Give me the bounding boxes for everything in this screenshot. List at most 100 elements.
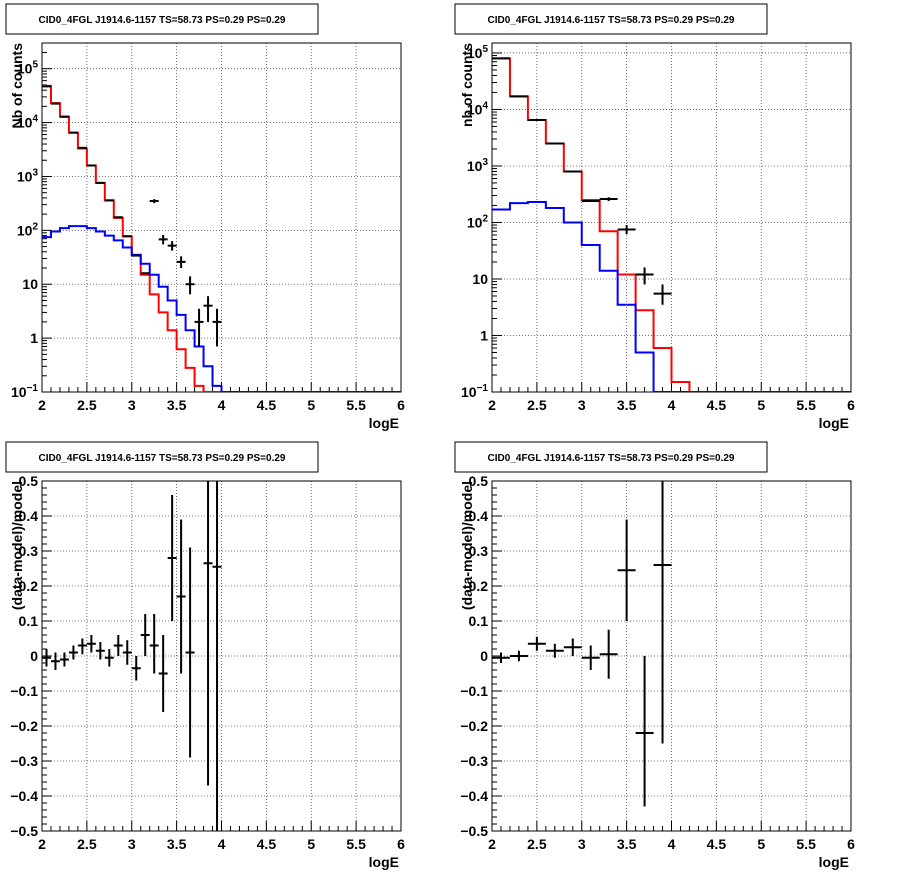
x-axis: 2 2.5 3 3.5 4 4.5 5 5.5 6 xyxy=(38,821,405,852)
histogram-series-2 xyxy=(42,225,401,392)
x-tick-label: 4.5 xyxy=(707,836,727,852)
data-point xyxy=(581,645,600,670)
data-point xyxy=(86,635,96,653)
x-tick-label: 2 xyxy=(488,836,496,852)
x-axis: 2 2.5 3 3.5 4 4.5 5 5.5 6 xyxy=(488,821,855,852)
histogram-series-1 xyxy=(42,84,401,392)
data-point xyxy=(635,656,654,807)
y-axis-label: Nb of counts xyxy=(9,43,25,129)
data-point xyxy=(599,629,618,679)
y-tick-label: 103 xyxy=(467,157,489,174)
grid-lines xyxy=(41,480,402,832)
data-point xyxy=(104,649,114,667)
x-tick-label: 2.5 xyxy=(527,397,547,413)
x-tick-label: 6 xyxy=(397,836,405,852)
x-tick-label: 5 xyxy=(757,836,765,852)
y-tick-label: 10−1 xyxy=(11,383,38,400)
data-point xyxy=(635,267,654,285)
y-tick-label: 102 xyxy=(17,221,39,238)
y-tick-label: −0.3 xyxy=(460,753,488,769)
x-tick-label: 3.5 xyxy=(617,836,637,852)
grid-lines xyxy=(491,43,852,393)
data-point xyxy=(176,519,186,674)
data-point xyxy=(653,284,672,305)
y-tick-label: 105 xyxy=(467,44,489,61)
x-tick-label: 6 xyxy=(847,836,855,852)
data-point xyxy=(50,652,60,670)
y-axis: −0.5 −0.4 −0.3 −0.2 −0.1 0 0.1 0.2 0.3 0.4 0.5 xyxy=(460,473,502,839)
data-point xyxy=(212,308,222,347)
data-point xyxy=(563,638,582,656)
data-point xyxy=(140,614,150,656)
data-point xyxy=(545,643,564,658)
y-tick-label: −0.3 xyxy=(10,753,38,769)
title-box xyxy=(5,3,319,35)
y-axis-label: (data-model)/model xyxy=(459,481,475,610)
y-tick-label: 0.5 xyxy=(469,473,489,489)
x-axis-label: logE xyxy=(819,415,849,431)
x-tick-label: 3.5 xyxy=(167,397,187,413)
x-tick-label: 3 xyxy=(128,836,136,852)
data-point xyxy=(122,640,132,665)
x-tick-label: 5.5 xyxy=(796,397,816,413)
data-point xyxy=(95,642,105,660)
data-point xyxy=(176,256,186,269)
grid-lines xyxy=(41,43,402,393)
x-tick-label: 6 xyxy=(397,397,405,413)
data-point xyxy=(185,276,195,295)
y-axis: 10−1 1 10 102 103 104 105 xyxy=(11,42,52,400)
data-point xyxy=(42,649,51,667)
title-box xyxy=(5,441,319,473)
x-tick-label: 6 xyxy=(847,397,855,413)
y-tick-label: −0.2 xyxy=(460,718,488,734)
y-tick-label: 0.1 xyxy=(469,613,489,629)
y-tick-label: 104 xyxy=(17,114,39,131)
data-point xyxy=(149,199,159,204)
y-tick-label: 10 xyxy=(22,276,38,292)
y-tick-label: 0.1 xyxy=(19,613,39,629)
x-tick-label: 2.5 xyxy=(77,397,97,413)
chart-panel-2: CID0_4FGL J1914.6-1157 TS=58.73 PS=0.29 … xyxy=(454,3,855,431)
data-point xyxy=(167,495,177,621)
data-point xyxy=(59,652,69,667)
data-point xyxy=(158,635,168,712)
y-tick-label: 105 xyxy=(17,60,39,77)
x-tick-label: 5.5 xyxy=(346,836,366,852)
y-tick-label: 0.3 xyxy=(19,543,39,559)
y-tick-label: 103 xyxy=(17,167,39,184)
x-tick-label: 4 xyxy=(218,397,226,413)
x-tick-label: 4.5 xyxy=(707,397,727,413)
x-tick-label: 5 xyxy=(307,836,315,852)
x-tick-label: 4 xyxy=(218,836,226,852)
plot-area xyxy=(42,84,401,392)
y-axis: −0.5 −0.4 −0.3 −0.2 −0.1 0 0.1 0.2 0.3 0.4 0.5 xyxy=(10,473,52,839)
y-tick-label: −0.2 xyxy=(10,718,38,734)
data-point xyxy=(212,481,222,831)
x-axis-label: logE xyxy=(369,854,399,870)
data-point xyxy=(617,519,636,621)
y-tick-label: −0.5 xyxy=(10,823,38,839)
data-point xyxy=(653,481,672,744)
x-tick-label: 4 xyxy=(668,397,676,413)
x-axis-label: logE xyxy=(369,415,399,431)
x-axis-label: logE xyxy=(819,854,849,870)
x-tick-label: 2 xyxy=(488,397,496,413)
data-point xyxy=(158,234,168,245)
x-tick-label: 5 xyxy=(757,397,765,413)
y-tick-label: 0.4 xyxy=(469,508,489,524)
data-points xyxy=(492,481,672,807)
y-tick-label: 0.3 xyxy=(469,543,489,559)
chart-title: CID0_4FGL J1914.6-1157 TS=58.73 PS=0.29 … xyxy=(488,15,735,26)
y-tick-label: 0.4 xyxy=(19,508,39,524)
y-axis-label: (data-model)/model xyxy=(9,481,25,610)
y-tick-label: −0.4 xyxy=(460,788,488,804)
x-tick-label: 4.5 xyxy=(257,397,277,413)
histogram-series-1 xyxy=(492,57,851,392)
data-point xyxy=(194,308,204,347)
chart-title: CID0_4FGL J1914.6-1157 TS=58.73 PS=0.29 … xyxy=(39,453,286,464)
x-tick-label: 2 xyxy=(38,836,46,852)
data-point xyxy=(185,547,195,758)
y-tick-label: 1 xyxy=(480,327,488,343)
data-point xyxy=(167,241,177,251)
